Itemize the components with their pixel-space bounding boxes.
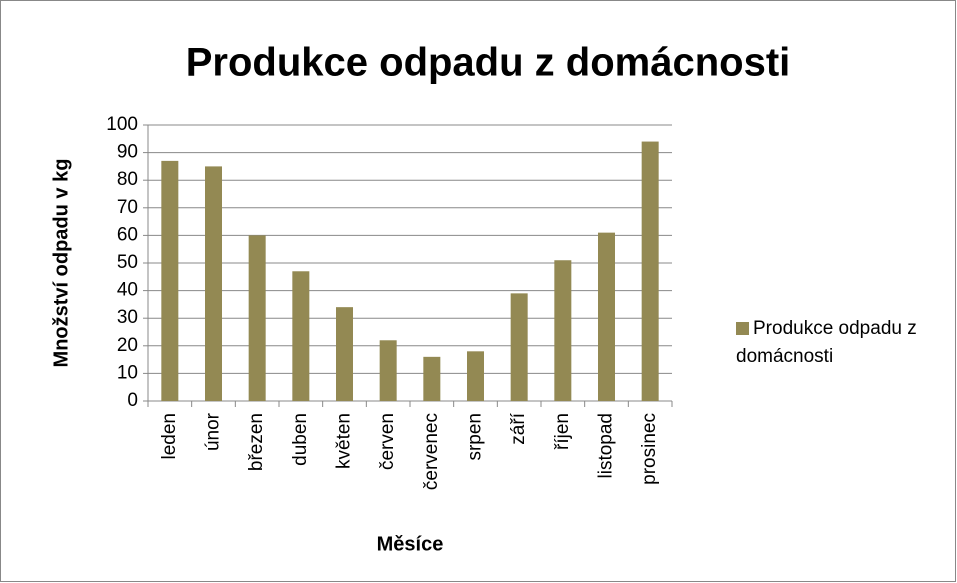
- y-tick-label: 80: [117, 169, 138, 190]
- x-tick-label: prosinec: [639, 413, 660, 485]
- bar: [467, 351, 484, 401]
- x-tick-label: srpen: [465, 413, 486, 461]
- y-tick-label: 70: [117, 197, 138, 218]
- x-tick-label: červenec: [421, 413, 442, 490]
- x-tick-label: únor: [203, 412, 224, 451]
- bar: [510, 293, 528, 401]
- bar: [554, 260, 572, 401]
- legend-swatch: [736, 322, 749, 335]
- bar: [161, 160, 179, 401]
- y-tick-label: 30: [117, 307, 138, 328]
- bar: [641, 141, 659, 401]
- bar: [205, 166, 222, 401]
- y-tick-label: 50: [117, 252, 138, 273]
- x-tick-label: leden: [159, 413, 180, 460]
- bar: [379, 340, 397, 401]
- y-axis-label: Množství odpadu v kg: [50, 159, 72, 368]
- bar: [336, 307, 353, 401]
- x-tick-label: říjen: [552, 413, 573, 450]
- bar: [423, 356, 441, 401]
- y-tick-label: 0: [127, 390, 138, 411]
- x-tick-label: duben: [290, 413, 311, 466]
- x-tick-label: červen: [377, 413, 398, 470]
- x-tick-label: květen: [334, 413, 355, 469]
- x-tick-label: listopad: [596, 413, 617, 479]
- y-tick-label: 60: [117, 224, 138, 245]
- x-axis-label: Měsíce: [377, 533, 444, 555]
- chart-title: Produkce odpadu z domácnosti: [186, 41, 791, 85]
- y-tick-label: 90: [117, 142, 138, 163]
- bar: [598, 232, 615, 401]
- y-tick-label: 20: [117, 335, 138, 356]
- bar: [248, 235, 266, 401]
- y-tick-label: 100: [106, 114, 138, 135]
- bar: [292, 271, 310, 401]
- x-tick-label: březen: [246, 413, 267, 471]
- y-tick-label: 10: [117, 362, 138, 383]
- legend-label: Produkce odpadu z domácnosti: [736, 318, 917, 367]
- y-tick-label: 40: [117, 280, 138, 301]
- legend: Produkce odpadu z domácnosti: [736, 315, 951, 371]
- x-tick-label: září: [508, 412, 529, 444]
